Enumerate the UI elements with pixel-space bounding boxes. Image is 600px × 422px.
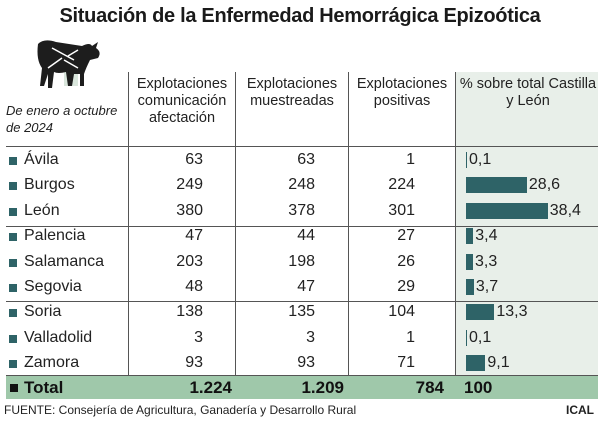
pct-label: 9,1 [487, 354, 510, 372]
title: Situación de la Enfermedad Hemorrágica E… [59, 5, 541, 27]
pct-label: 3,3 [475, 252, 498, 270]
table-row: Palencia 47 44 27 3,4 [0, 224, 600, 249]
header-porcentaje: % sobre total Castilla y León [459, 76, 597, 109]
table-row: Soria 138 135 104 13,3 [0, 300, 600, 325]
source: FUENTE: Consejería de Agricultura, Ganad… [4, 403, 357, 417]
bullet-icon [9, 360, 17, 369]
comunicacion-value: 138 [176, 303, 203, 321]
province-name: Segovia [24, 278, 82, 295]
table-row: Salamanca 203 198 26 3,3 [0, 250, 600, 275]
positivas-value: 27 [397, 227, 415, 245]
divider [6, 301, 598, 302]
province-name: Valladolid [24, 328, 93, 346]
province-name: Ávila [24, 151, 59, 168]
table-row: Ávila 63 63 1 0,1 [0, 148, 600, 173]
cow-with-midge-icon [37, 40, 100, 88]
pct-bar [466, 304, 495, 321]
bullet-icon [9, 182, 17, 191]
bullet-icon [9, 284, 17, 292]
pct-bar [466, 202, 548, 219]
comunicacion-value: 63 [185, 151, 203, 168]
pct-label: 3,7 [475, 278, 499, 295]
positivas-value: 29 [397, 278, 415, 295]
province-name: Zamora [24, 354, 80, 372]
bullet-icon [9, 233, 17, 242]
divider [455, 72, 456, 399]
pct-bar [466, 228, 474, 245]
table-row: Valladolid 3 3 1 0,1 [0, 326, 600, 351]
pct-bar [466, 253, 474, 270]
comunicacion-value: 3 [194, 328, 203, 346]
bullet-icon [9, 309, 17, 318]
percent-column-bg [456, 72, 598, 376]
province-name: Burgos [24, 176, 75, 194]
header-comunicacion: Explotaciones comunicación afectación [136, 76, 228, 126]
total-muestreadas: 1.209 [301, 378, 344, 397]
province-name: Soria [24, 303, 62, 321]
pct-label: 0,1 [469, 328, 492, 346]
comunicacion-value: 48 [185, 278, 203, 295]
comunicacion-value: 93 [185, 354, 203, 372]
table-row: Burgos 249 248 224 28,6 [0, 173, 600, 198]
bullet-icon [9, 334, 17, 343]
muestreadas-value: 93 [297, 354, 315, 372]
comunicacion-value: 203 [176, 252, 203, 270]
bullet-icon [9, 207, 17, 216]
bullet-icon [9, 157, 17, 165]
muestreadas-value: 47 [297, 278, 315, 295]
divider [235, 72, 236, 399]
positivas-value: 1 [406, 328, 415, 346]
muestreadas-value: 378 [288, 201, 315, 219]
table-row: León 380 378 301 38,4 [0, 199, 600, 224]
header-muestreadas: Explotaciones muestreadas [246, 76, 338, 109]
pct-bar [466, 152, 467, 168]
credit: ICAL [566, 403, 594, 417]
pct-label: 13,3 [496, 303, 528, 321]
divider [6, 146, 598, 147]
divider [6, 375, 598, 376]
positivas-value: 1 [406, 151, 415, 168]
pct-bar [466, 329, 467, 346]
positivas-value: 26 [397, 252, 415, 270]
muestreadas-value: 198 [288, 252, 315, 270]
pct-label: 0,1 [469, 151, 492, 168]
province-name: Salamanca [24, 252, 105, 270]
pct-bar [466, 355, 486, 372]
table-row: Zamora 93 93 71 9,1 [0, 351, 600, 376]
comunicacion-value: 47 [185, 227, 203, 245]
pct-label: 3,4 [475, 227, 498, 245]
divider [348, 72, 349, 399]
pct-label: 38,4 [549, 201, 581, 219]
muestreadas-value: 248 [288, 176, 315, 194]
total-pct: 100 [464, 378, 493, 397]
positivas-value: 224 [388, 176, 415, 194]
province-name: León [24, 201, 60, 219]
pct-bar [466, 177, 527, 194]
comunicacion-value: 380 [176, 201, 203, 219]
total-comunicacion: 1.224 [189, 378, 232, 397]
pct-label: 28,6 [528, 176, 561, 194]
divider [128, 72, 129, 399]
total-label: Total [24, 378, 64, 397]
bullet-icon [9, 258, 17, 267]
muestreadas-value: 3 [306, 328, 315, 346]
header-positivas: Explotaciones positivas [356, 76, 448, 109]
table-row: Segovia 48 47 29 3,7 [0, 275, 600, 300]
positivas-value: 104 [388, 303, 415, 321]
positivas-value: 301 [388, 201, 415, 219]
divider [6, 226, 598, 227]
comunicacion-value: 249 [176, 176, 203, 194]
muestreadas-value: 135 [288, 303, 315, 321]
total-row: Total 1.224 1.209 784 100 [6, 376, 598, 399]
pct-bar [466, 279, 474, 295]
muestreadas-value: 44 [297, 227, 315, 245]
muestreadas-value: 63 [297, 151, 315, 168]
date-range-note: De enero a octubre de 2024 [6, 103, 118, 135]
positivas-value: 71 [397, 354, 415, 372]
bullet-icon [10, 384, 18, 392]
total-positivas: 784 [415, 378, 444, 397]
province-name: Palencia [24, 227, 86, 245]
